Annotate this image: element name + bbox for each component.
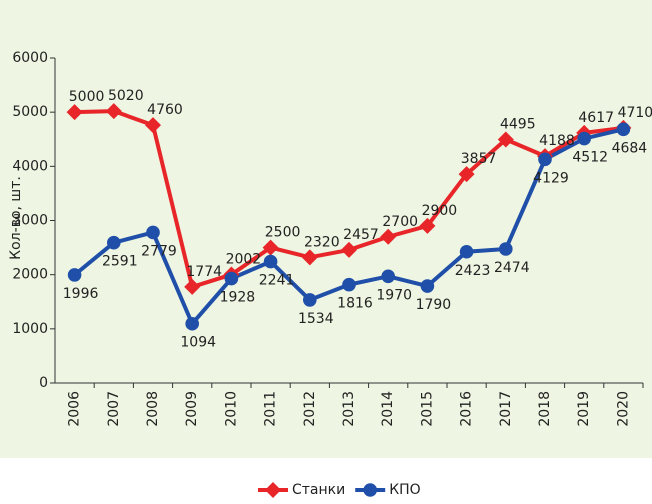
data-point (263, 254, 278, 269)
data-label: 3857 (461, 151, 497, 167)
x-tick-label: 2012 (302, 391, 318, 427)
data-point (67, 268, 82, 282)
data-label: 1790 (416, 297, 452, 313)
y-tick-label: 6000 (12, 50, 48, 66)
data-label: 1816 (337, 296, 373, 312)
data-label: 2591 (102, 254, 138, 270)
data-label: 4760 (147, 102, 183, 118)
data-point (303, 293, 317, 307)
data-point (145, 117, 161, 134)
data-point (66, 104, 83, 121)
data-point (616, 122, 631, 137)
data-point (341, 241, 357, 258)
data-point (301, 249, 318, 266)
data-point (342, 277, 356, 292)
y-tick-label: 2000 (12, 267, 48, 283)
data-label: 4188 (539, 133, 575, 149)
data-point (420, 279, 435, 293)
data-label: 2474 (494, 260, 530, 276)
x-tick-label: 2013 (341, 391, 357, 427)
data-point (146, 225, 160, 240)
x-tick-label: 2016 (459, 391, 475, 427)
x-tick-label: 2009 (184, 391, 200, 427)
x-tick-label: 2015 (419, 391, 435, 427)
x-tick-label: 2011 (263, 391, 279, 427)
y-tick-label: 0 (39, 375, 48, 391)
data-point (380, 228, 397, 245)
x-tick-label: 2007 (106, 391, 122, 427)
legend-label: КПО (389, 482, 421, 498)
x-tick-label: 2008 (145, 391, 161, 427)
data-label: 1094 (180, 335, 216, 351)
x-tick-label: 2006 (67, 391, 83, 427)
y-tick-label: 1000 (12, 321, 48, 337)
data-label: 2500 (265, 225, 301, 241)
data-point (105, 103, 122, 120)
data-point (107, 235, 121, 250)
data-label: 2320 (304, 234, 340, 250)
data-label: 1928 (220, 290, 256, 306)
data-point (381, 269, 396, 284)
data-point (185, 316, 199, 331)
data-point (497, 131, 514, 148)
data-point (262, 239, 279, 256)
data-label: 2241 (259, 273, 295, 289)
x-tick-label: 2018 (537, 391, 553, 427)
data-label: 2423 (455, 263, 491, 279)
legend-label: Станки (292, 482, 345, 498)
data-point (499, 242, 513, 256)
data-label: 2002 (226, 252, 262, 268)
data-point (538, 152, 552, 167)
data-label: 5000 (69, 89, 105, 105)
legend-marker (265, 482, 281, 498)
data-point (459, 244, 474, 259)
data-label: 1996 (63, 286, 99, 302)
data-label: 4129 (533, 170, 569, 186)
data-point (224, 271, 239, 286)
x-tick-label: 2019 (576, 391, 592, 427)
data-label: 5020 (108, 88, 144, 104)
x-tick-label: 2014 (380, 391, 396, 427)
y-tick-label: 4000 (12, 158, 48, 174)
data-label: 4617 (578, 110, 614, 126)
y-tick-label: 5000 (12, 104, 48, 120)
data-label: 2700 (382, 214, 418, 230)
data-label: 4684 (612, 140, 648, 156)
data-label: 4512 (572, 150, 608, 166)
data-label: 2900 (422, 203, 458, 219)
data-point (419, 217, 436, 234)
data-label: 1774 (186, 264, 222, 280)
data-point (458, 166, 475, 183)
x-tick-label: 2010 (223, 391, 239, 427)
y-tick-label: 3000 (12, 213, 48, 229)
data-label: 4495 (500, 117, 536, 133)
data-point (577, 131, 591, 146)
data-point (184, 278, 201, 295)
data-label: 1970 (376, 287, 412, 303)
data-label: 1534 (298, 311, 334, 327)
data-label: 2779 (141, 243, 177, 259)
legend-marker (363, 483, 378, 497)
plot-background (0, 0, 652, 458)
x-tick-label: 2017 (498, 391, 514, 427)
data-label: 2457 (343, 227, 379, 243)
x-tick-label: 2020 (615, 391, 631, 427)
data-label: 4710 (618, 105, 652, 121)
y-axis-title: Кол-во, шт. (8, 176, 24, 260)
